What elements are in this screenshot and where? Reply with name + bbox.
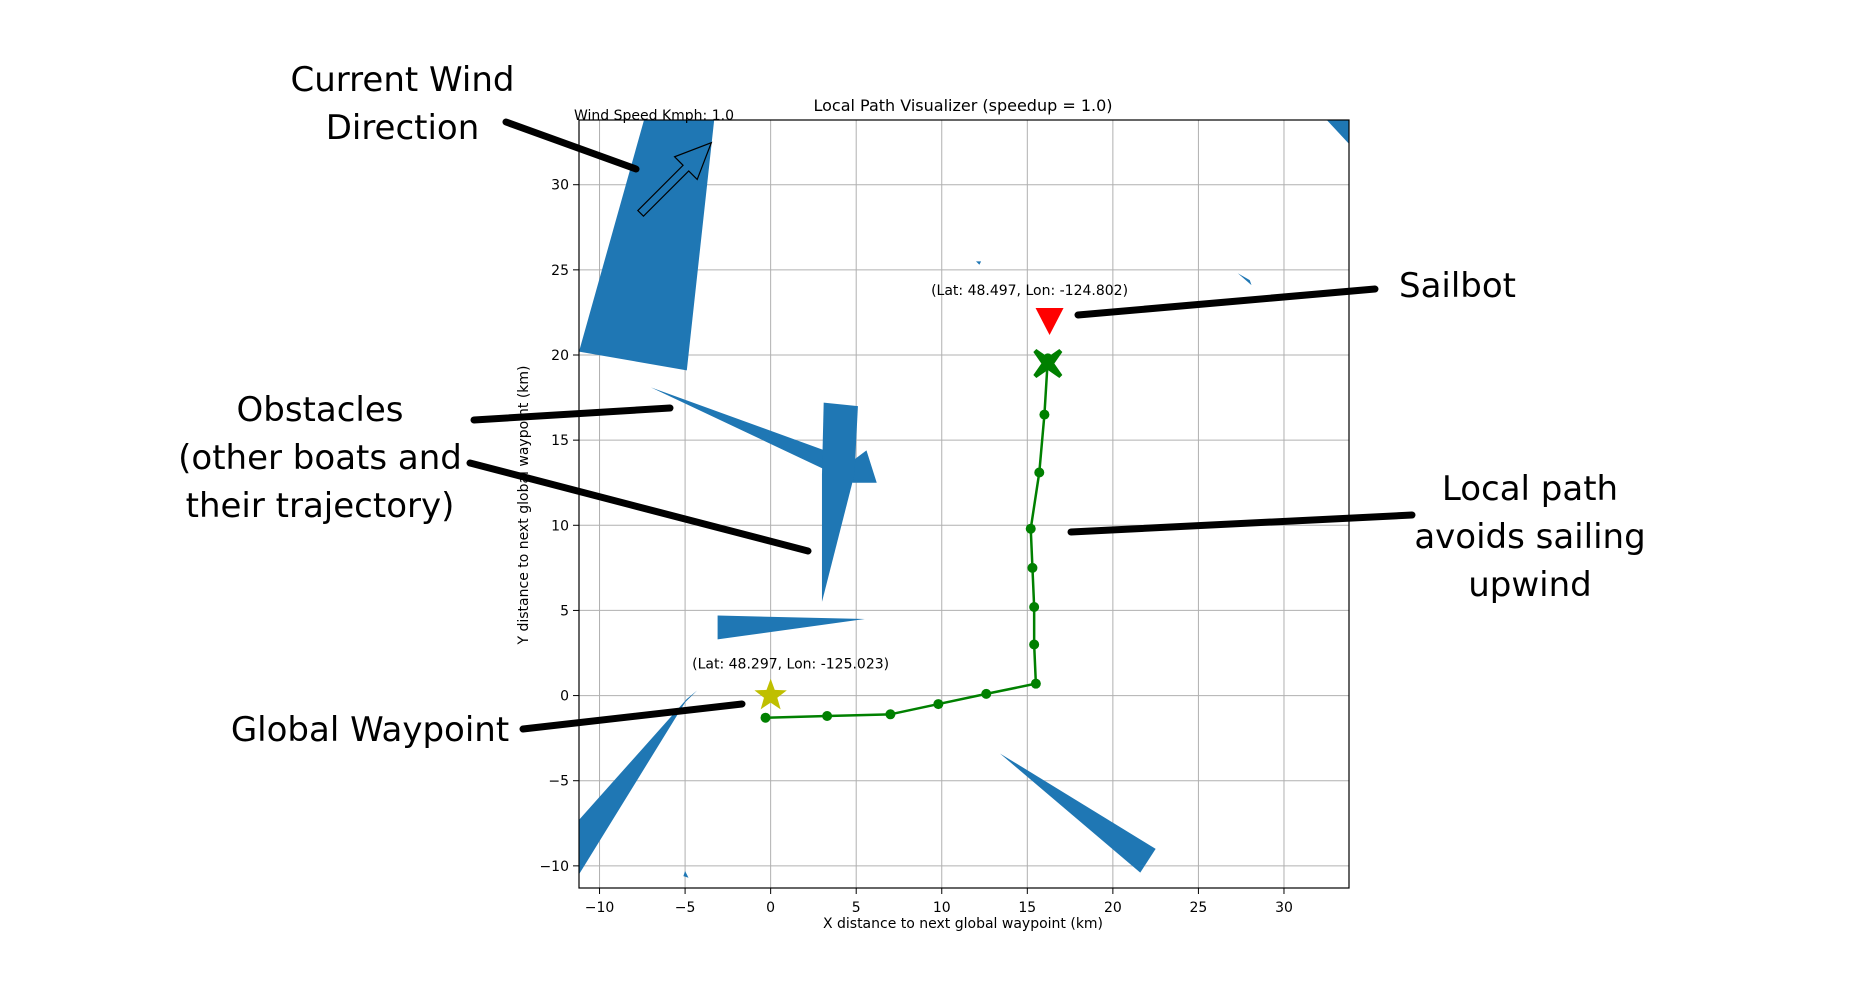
local-path-point	[1027, 562, 1038, 573]
x-tick-label: 20	[1104, 900, 1122, 916]
obstacle-polygon	[1326, 120, 1349, 144]
annotation-global-waypoint: Global Waypoint	[230, 710, 510, 750]
wind-speed-label: Wind Speed Kmph: 1.0	[574, 108, 734, 124]
local-path-point	[1030, 678, 1041, 689]
wind-arrow	[636, 141, 713, 218]
x-axis-label: X distance to next global waypoint (km)	[823, 916, 1103, 932]
x-tick-label: 5	[852, 900, 861, 916]
obstacle-polygon	[717, 615, 865, 640]
x-tick-label: 15	[1018, 900, 1036, 916]
y-tick-label: −5	[548, 774, 569, 790]
local-path-point	[1029, 602, 1040, 613]
wind-direction-arrow	[636, 141, 713, 218]
local-path-point	[933, 699, 944, 710]
x-tick-label: 0	[766, 900, 775, 916]
local-path-point	[760, 712, 771, 723]
sailbot-marker	[1035, 307, 1064, 335]
annotation-obstacles: Obstacles (other boats and their traject…	[178, 390, 462, 526]
obstacle-polygon	[683, 870, 689, 878]
local-path-layer	[760, 353, 1053, 723]
obstacles-layer	[579, 120, 1349, 878]
obstacle-polygon	[821, 402, 858, 602]
local-path-point	[1034, 467, 1045, 478]
y-tick-label: −10	[539, 859, 569, 875]
x-tick-label: −5	[675, 900, 696, 916]
y-tick-label: 5	[560, 603, 569, 619]
callout-wind	[502, 118, 640, 173]
annotation-local-path: Local path avoids sailing upwind	[1414, 469, 1646, 605]
y-axis-label: Y distance to next global waypoint (km)	[516, 365, 532, 645]
callout-obstacle-lower	[466, 459, 812, 555]
x-tick-label: 10	[933, 900, 951, 916]
obstacle-polygon	[579, 120, 715, 371]
markers-layer	[754, 307, 1064, 710]
axis-labels: Local Path Visualizer (speedup = 1.0) Wi…	[516, 96, 1128, 932]
chart-title: Local Path Visualizer (speedup = 1.0)	[813, 96, 1112, 115]
obstacle-polygon	[650, 387, 877, 483]
y-tick-label: 30	[551, 178, 569, 194]
x-tick-label: 30	[1275, 900, 1293, 916]
annotation-callout-lines	[466, 118, 1416, 733]
y-tick-label: 20	[551, 348, 569, 364]
tick-labels: −10 −5 0 5 10 15 20 25 30 −10 −5 0 5 10 15 20 25 30	[539, 178, 1292, 916]
grid-lines	[579, 120, 1349, 888]
annotation-wind-direction: Current Wind Direction	[290, 60, 515, 148]
axes-layer	[573, 119, 1350, 894]
obstacle-polygon	[1237, 273, 1252, 286]
y-tick-label: 25	[551, 263, 569, 279]
local-path-point	[1029, 639, 1040, 650]
x-tick-label: 25	[1190, 900, 1208, 916]
plot-frame	[578, 119, 1350, 889]
y-tick-label: 0	[560, 689, 569, 705]
local-path-point	[1039, 409, 1050, 420]
obstacle-polygon	[999, 753, 1156, 873]
callout-global-waypoint	[519, 700, 746, 733]
local-path-point	[822, 711, 833, 722]
obstacle-polygon	[975, 261, 982, 265]
callout-sailbot	[1074, 285, 1379, 319]
global-waypoint-star	[754, 678, 787, 710]
goal-x-marker	[1033, 349, 1063, 379]
plot-background	[579, 120, 1349, 888]
y-tick-label: 15	[551, 433, 569, 449]
y-tick-label: 10	[551, 518, 569, 534]
x-tick-label: −10	[585, 900, 615, 916]
local-path-point	[885, 709, 896, 720]
global-waypoint-coordinates: (Lat: 48.297, Lon: -125.023)	[692, 657, 889, 673]
annotation-sailbot: Sailbot	[1398, 266, 1517, 306]
callout-local-path	[1067, 511, 1416, 536]
sailbot-coordinates: (Lat: 48.497, Lon: -124.802)	[931, 283, 1128, 299]
local-path-point	[981, 688, 992, 699]
local-path-point	[1025, 523, 1036, 534]
callout-obstacle-upper	[470, 404, 674, 424]
plot-area	[579, 120, 1349, 888]
